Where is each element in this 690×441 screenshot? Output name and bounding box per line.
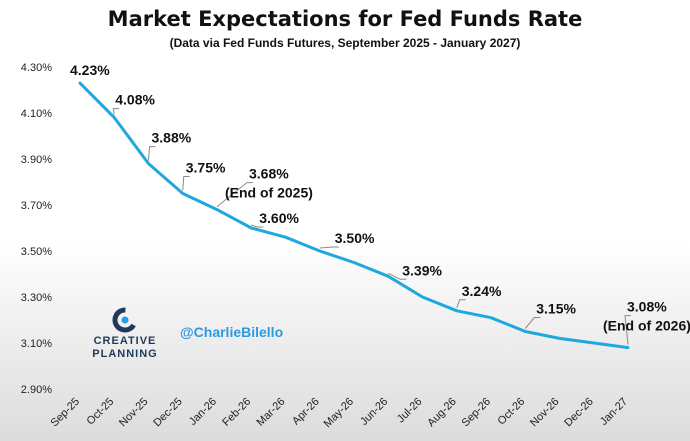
x-tick-label: Nov-26 bbox=[528, 396, 562, 430]
data-label-leader bbox=[148, 146, 156, 161]
data-label-leader bbox=[112, 108, 120, 115]
data-label-leader bbox=[319, 246, 339, 249]
data-label-leader bbox=[624, 315, 631, 345]
data-label-leader bbox=[456, 299, 466, 308]
data-label: 3.08% bbox=[627, 299, 667, 315]
data-label: 3.88% bbox=[152, 130, 192, 146]
data-label: 3.60% bbox=[259, 210, 299, 226]
data-label-leader bbox=[251, 224, 264, 228]
data-label: 3.39% bbox=[402, 262, 442, 278]
data-labels: 4.23% 4.08% 3.88% 3.75% 3.68% (End of 2025) 3.… bbox=[70, 62, 690, 334]
data-label: 3.24% bbox=[462, 283, 502, 299]
twitter-handle: @CharlieBilello bbox=[180, 324, 283, 340]
data-label: 4.23% bbox=[70, 62, 110, 78]
y-axis: 2.90% 3.10% 3.30% 3.50% 3.70% 3.90% 4.10% 4.30% bbox=[21, 62, 52, 396]
data-label-leader bbox=[216, 182, 253, 207]
x-tick-label: Jan-27 bbox=[598, 396, 630, 428]
x-tick-label: Jan-26 bbox=[187, 396, 219, 428]
data-label: 3.50% bbox=[335, 230, 375, 246]
x-tick-label: Dec-26 bbox=[562, 396, 596, 430]
y-tick-label: 3.90% bbox=[21, 154, 52, 166]
y-tick-label: 4.30% bbox=[21, 62, 52, 74]
creative-planning-logo: CREATIVE PLANNING bbox=[92, 307, 157, 360]
data-label-note: (End of 2026) bbox=[603, 318, 690, 334]
x-tick-label: Feb-26 bbox=[220, 396, 253, 429]
fed-funds-rate-line bbox=[78, 81, 630, 350]
y-tick-label: 3.50% bbox=[21, 246, 52, 258]
data-label-note: (End of 2025) bbox=[225, 185, 313, 201]
x-tick-label: Oct-26 bbox=[496, 396, 528, 428]
data-label: 3.75% bbox=[186, 160, 226, 176]
label-leaders bbox=[112, 108, 631, 345]
creative-planning-logo-icon bbox=[112, 307, 138, 333]
x-tick-label: Jun-26 bbox=[358, 396, 390, 428]
x-tick-label: Apr-26 bbox=[290, 396, 322, 428]
x-tick-label: Sep-26 bbox=[460, 396, 494, 430]
x-tick-label: Nov-25 bbox=[117, 396, 151, 430]
chart-subtitle: (Data via Fed Funds Futures, September 2… bbox=[170, 36, 521, 50]
x-axis: Sep-25 Oct-25 Nov-25 Dec-25 Jan-26 Feb-26 Mar-… bbox=[49, 396, 631, 430]
logo-text-line1: CREATIVE bbox=[94, 335, 157, 347]
data-label: 3.15% bbox=[536, 301, 576, 317]
x-tick-label: Jul-26 bbox=[395, 396, 425, 426]
x-tick-label: Mar-26 bbox=[254, 396, 287, 429]
x-tick-label: May-26 bbox=[322, 396, 356, 430]
y-tick-label: 4.10% bbox=[21, 108, 52, 120]
data-label-leader bbox=[182, 176, 190, 191]
y-tick-label: 3.70% bbox=[21, 200, 52, 212]
x-tick-label: Oct-25 bbox=[85, 396, 117, 428]
y-tick-label: 3.10% bbox=[21, 338, 52, 350]
y-tick-label: 3.30% bbox=[21, 292, 52, 304]
y-tick-label: 2.90% bbox=[21, 384, 52, 396]
data-label-leader bbox=[388, 272, 407, 280]
data-label: 4.08% bbox=[115, 92, 155, 108]
x-tick-label: Aug-26 bbox=[425, 396, 459, 430]
data-label-leader bbox=[524, 317, 541, 329]
data-label: 3.68% bbox=[249, 166, 289, 182]
chart-title: Market Expectations for Fed Funds Rate bbox=[108, 7, 583, 31]
logo-text-line2: PLANNING bbox=[92, 348, 157, 360]
x-tick-label: Dec-25 bbox=[151, 396, 185, 430]
x-tick-label: Sep-25 bbox=[49, 396, 83, 430]
